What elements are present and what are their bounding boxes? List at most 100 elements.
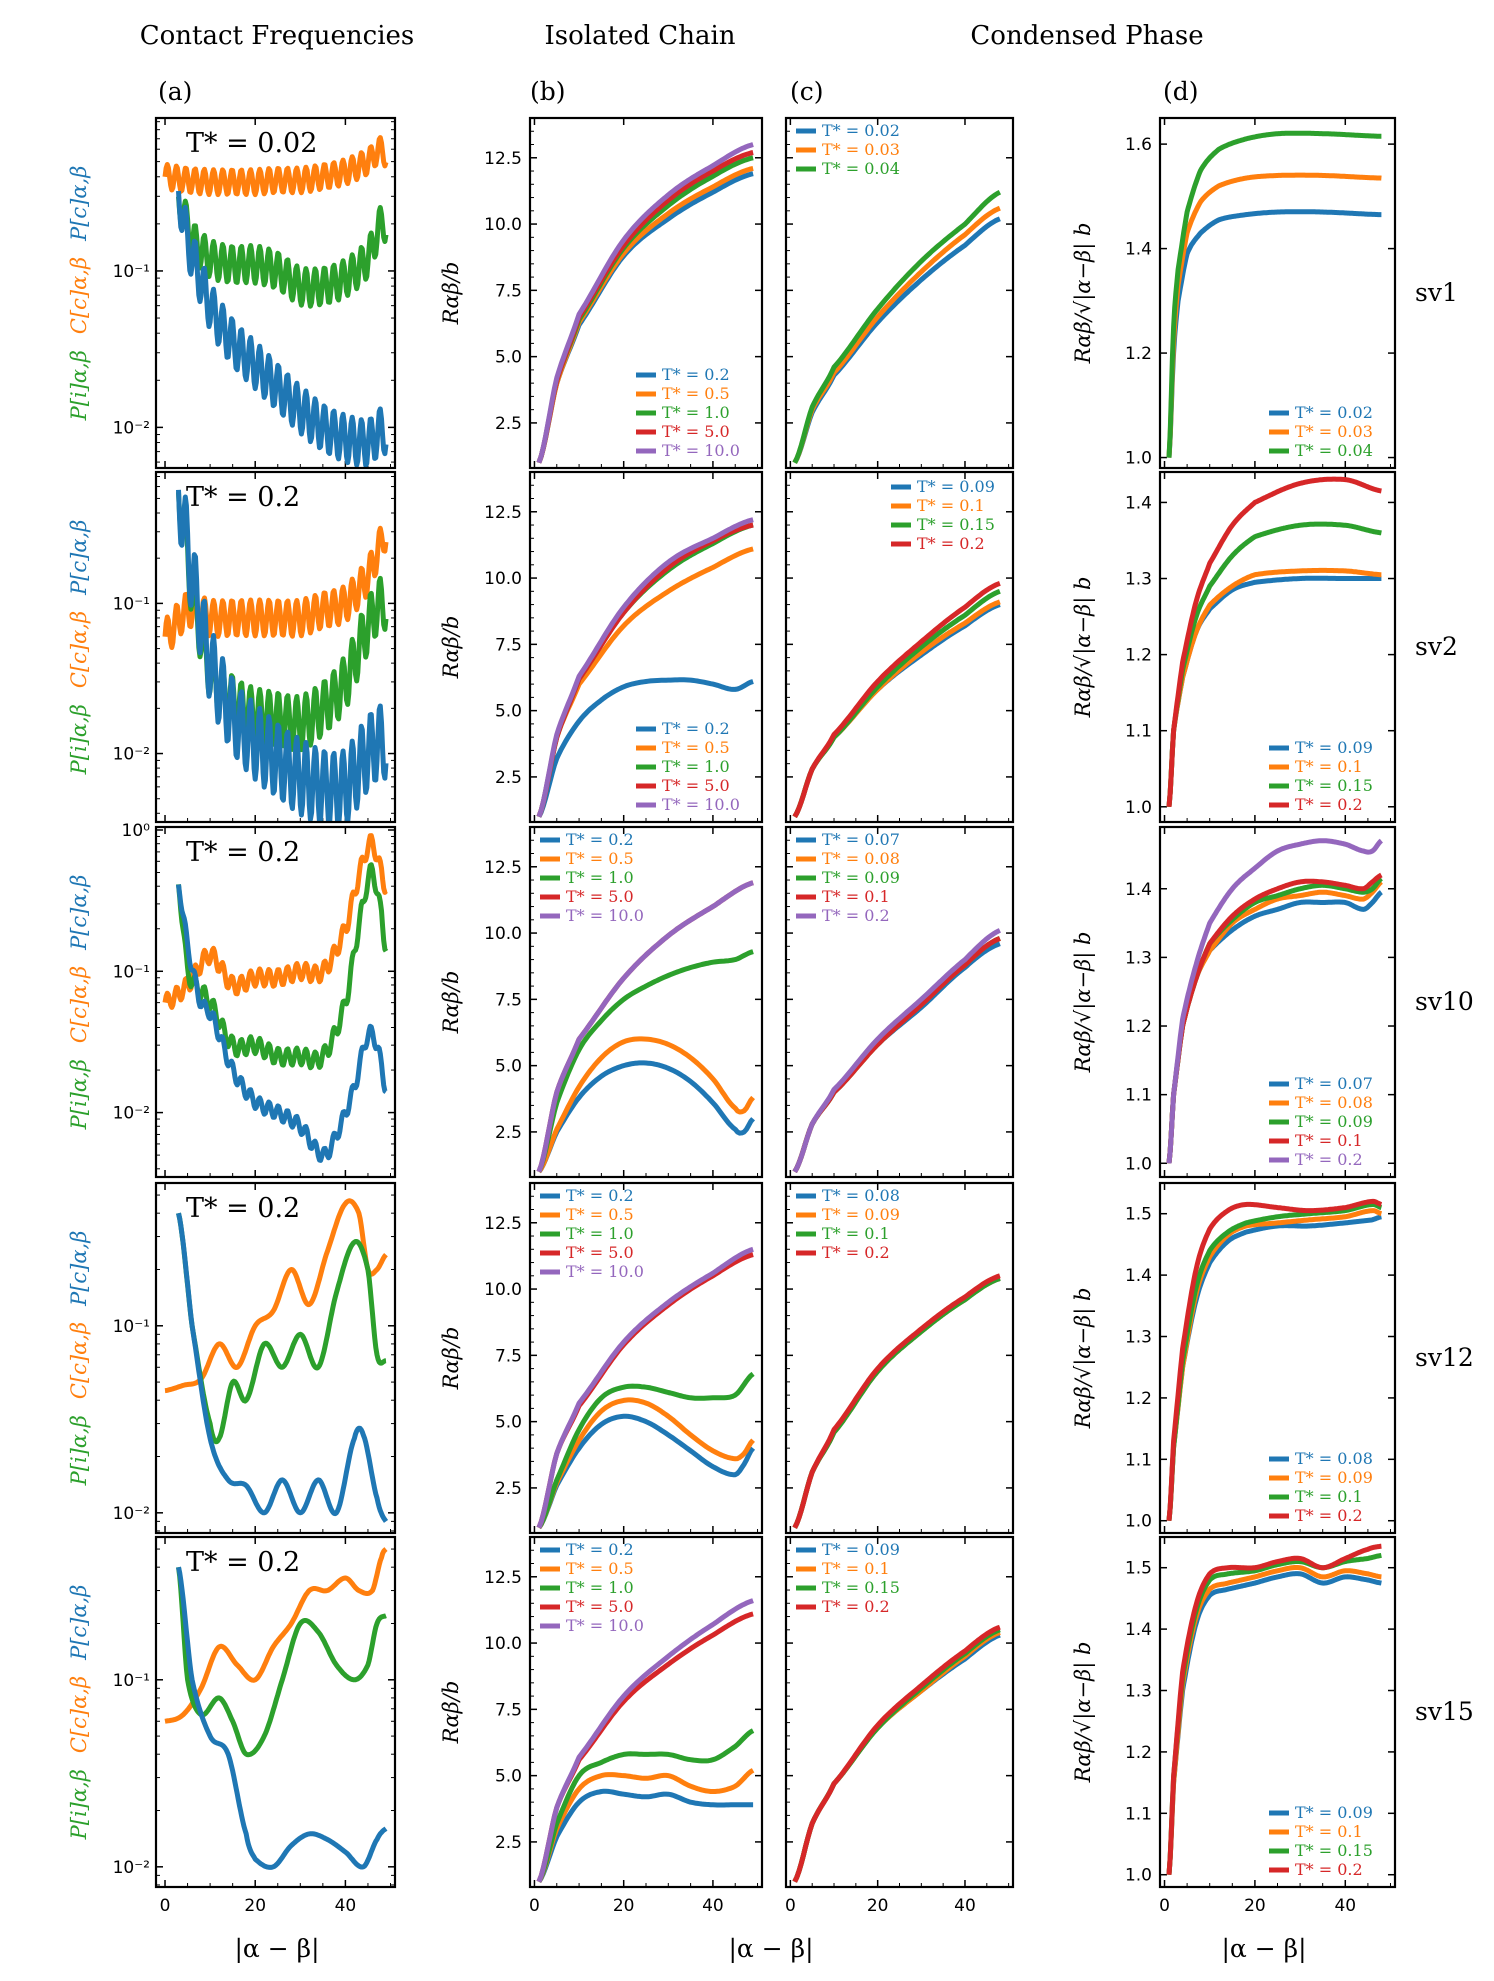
panel-a-row-2-frame xyxy=(154,470,397,824)
panel-d-row-3-frame xyxy=(1158,825,1397,1179)
panel-b-series-orange xyxy=(536,1397,755,1530)
panel-d-ytick-label: 1.2 xyxy=(1125,1743,1152,1763)
panel-c-row-2: T* = 0.09T* = 0.1T* = 0.15T* = 0.2 xyxy=(786,472,1013,822)
panel-d-row-5-xtick-label: 0 xyxy=(1159,1896,1170,1916)
panel-a-row-5-frame xyxy=(154,1535,397,1889)
panel-d-row-3: 1.01.11.21.31.4T* = 0.07T* = 0.08T* = 0.… xyxy=(1071,827,1474,1177)
panel-b-ytick-label: 5.0 xyxy=(495,702,522,722)
panel-c-row-1: T* = 0.02T* = 0.03T* = 0.04 xyxy=(786,118,1013,468)
panel-d-ytick-label: 1.5 xyxy=(1125,1559,1152,1579)
panel-a-ylabel-part: C[c]α,β xyxy=(67,966,91,1043)
panel-d-ylabel: Rαβ/√|α−β| b xyxy=(1071,223,1096,365)
panel-a-series-blue xyxy=(176,884,388,1163)
panel-b-ytick-label: 5.0 xyxy=(495,348,522,368)
panel-c-row-3-legend-label: T* = 0.08 xyxy=(822,849,900,868)
panel-b-row-4-legend-label: T* = 1.0 xyxy=(566,1224,634,1243)
panel-d-ytick-label: 1.3 xyxy=(1125,570,1152,590)
header-contact-frequencies: Contact Frequencies xyxy=(140,21,415,51)
panel-c-series-blue xyxy=(792,602,1001,818)
panel-b-row-4-legend-label: T* = 0.5 xyxy=(566,1205,634,1224)
panel-d-row-2: 1.0 1.1 1.2 1.3 1.4 T* = 0.09T* = 0.1T* = 0.1… xyxy=(1071,472,1458,822)
panel-c-row-1-legend-label: T* = 0.03 xyxy=(822,140,900,159)
panel-d-ylabel: Rαβ/√|α−β| b xyxy=(1071,932,1096,1074)
panel-a-series-orange xyxy=(162,135,389,198)
panel-b-ytick-label: 2.5 xyxy=(495,1833,522,1853)
panel-b-row-1-legend-label: T* = 10.0 xyxy=(662,441,740,460)
panel-b-row-4-frame xyxy=(528,1181,764,1535)
panel-a-series-green xyxy=(176,1212,388,1445)
panel-b-ytick-label: 2.5 xyxy=(495,1123,522,1143)
panel-d-row-4-legend-label: T* = 0.2 xyxy=(1295,1506,1363,1525)
panel-a-series-blue xyxy=(176,190,389,468)
panel-c-row-5: 0 20 40 T* = 0.09T* = 0.1T* = 0.15T* = 0.2 xyxy=(785,1537,1013,1916)
row-label-sv12: sv12 xyxy=(1415,1343,1474,1372)
panel-c-row-2-legend-label: T* = 0.09 xyxy=(917,477,995,496)
panel-b-row-2: 2.5 5.0 7.5 10.0 12.5 T* = 0.2T* = 0.5T* = 1.… xyxy=(439,472,762,822)
panel-a-series-blue xyxy=(176,1212,389,1523)
panel-b-row-4: 2.5 5.0 7.5 10.0 12.5 T* = 0.2T* = 0.5T* = 1.… xyxy=(439,1183,762,1533)
panel-a-ytick-label: 10⁻¹ xyxy=(113,962,150,982)
panel-b-series-blue xyxy=(536,1788,754,1884)
panel-b-ytick-label: 2.5 xyxy=(495,1479,522,1499)
panel-b-series-green xyxy=(536,1728,755,1883)
row-label-sv2: sv2 xyxy=(1415,632,1458,661)
panel-b-ytick-label: 12.5 xyxy=(484,1568,522,1588)
panel-d-series-red xyxy=(1166,476,1383,808)
panel-c-row-2-legend-label: T* = 0.2 xyxy=(917,534,985,553)
panel-d-ylabel: Rαβ/√|α−β| b xyxy=(1071,577,1096,719)
panel-d-row-2-frame xyxy=(1158,470,1397,824)
panel-letter-c: (c) xyxy=(790,77,824,106)
panel-b-row-5-frame xyxy=(528,1535,764,1889)
panel-b-ytick-label: 5.0 xyxy=(495,1767,522,1787)
panel-b-ytick-label: 12.5 xyxy=(484,503,522,523)
panel-d-ytick-label: 1.0 xyxy=(1125,449,1152,469)
panel-a-ylabel-part: P[c]α,β xyxy=(67,1231,91,1307)
panel-b-row-5-xtick-label: 40 xyxy=(702,1896,724,1916)
panel-d-row-4-legend-label: T* = 0.08 xyxy=(1295,1449,1373,1468)
panel-d-ytick-label: 1.3 xyxy=(1125,948,1152,968)
panel-a-annotation: T* = 0.2 xyxy=(186,1547,300,1578)
panel-b-row-2-legend-label: T* = 1.0 xyxy=(662,757,730,776)
panel-c-row-2-legend-label: T* = 0.15 xyxy=(917,515,995,534)
panel-a-ylabel-part: P[c]α,β xyxy=(67,1585,91,1661)
panel-d-series-orange xyxy=(1166,172,1383,458)
x-axis-label-d: |α − β| xyxy=(1221,1934,1306,1964)
panel-a-series-blue xyxy=(176,1566,388,1870)
panel-b-row-3-legend-label: T* = 0.2 xyxy=(566,830,634,849)
panel-d-series-blue xyxy=(1166,209,1383,458)
panel-b-row-2-frame xyxy=(528,470,764,824)
panel-d-ytick-label: 1.1 xyxy=(1125,1804,1152,1824)
panel-c-row-4-frame xyxy=(784,1181,1015,1535)
panel-b-ytick-label: 12.5 xyxy=(484,149,522,169)
panel-b-row-2-legend-label: T* = 10.0 xyxy=(662,795,740,814)
panel-d-row-5-xtick-label: 40 xyxy=(1334,1896,1356,1916)
panel-d-row-3-legend-label: T* = 0.08 xyxy=(1295,1093,1373,1112)
panel-c-row-4-legend-label: T* = 0.09 xyxy=(822,1205,900,1224)
panel-a-row-1: 10⁻² 10⁻¹ T* = 0.02 P[i]α,β C[c]α,β P[c]α,β xyxy=(67,118,395,468)
panel-letter-a: (a) xyxy=(158,77,192,106)
panel-d-row-5-legend-label: T* = 0.15 xyxy=(1295,1841,1373,1860)
panel-b-ytick-label: 7.5 xyxy=(495,281,522,301)
panel-b-row-1-legend-label: T* = 0.5 xyxy=(662,384,730,403)
panel-b-row-5-legend-label: T* = 10.0 xyxy=(566,1616,644,1635)
panel-c-series-red xyxy=(792,1624,1001,1883)
panel-c-series-orange xyxy=(792,205,1001,464)
panel-a-row-5-xtick-label: 0 xyxy=(160,1896,171,1916)
panel-c-series-blue xyxy=(792,216,1001,464)
panel-c-series-orange xyxy=(792,1630,1001,1883)
panel-b-ytick-label: 7.5 xyxy=(495,1700,522,1720)
panel-a-row-1-frame xyxy=(154,116,397,470)
panel-b-series-orange xyxy=(536,1036,756,1174)
panel-b-series-purple xyxy=(536,517,754,818)
panel-b-ytick-label: 2.5 xyxy=(495,768,522,788)
panel-a-series-blue xyxy=(176,489,389,822)
panel-d-series-green xyxy=(1166,521,1383,808)
panel-b-row-5-legend-label: T* = 0.5 xyxy=(566,1559,634,1578)
panel-a-ylabel-part: P[c]α,β xyxy=(67,166,91,242)
panel-c-series-orange xyxy=(792,936,1001,1173)
panel-b-row-1-frame xyxy=(528,116,764,470)
panel-b-series-blue xyxy=(536,1060,756,1174)
header-isolated-chain: Isolated Chain xyxy=(544,21,735,51)
panel-a-ylabel-part: P[i]α,β xyxy=(67,1059,91,1130)
